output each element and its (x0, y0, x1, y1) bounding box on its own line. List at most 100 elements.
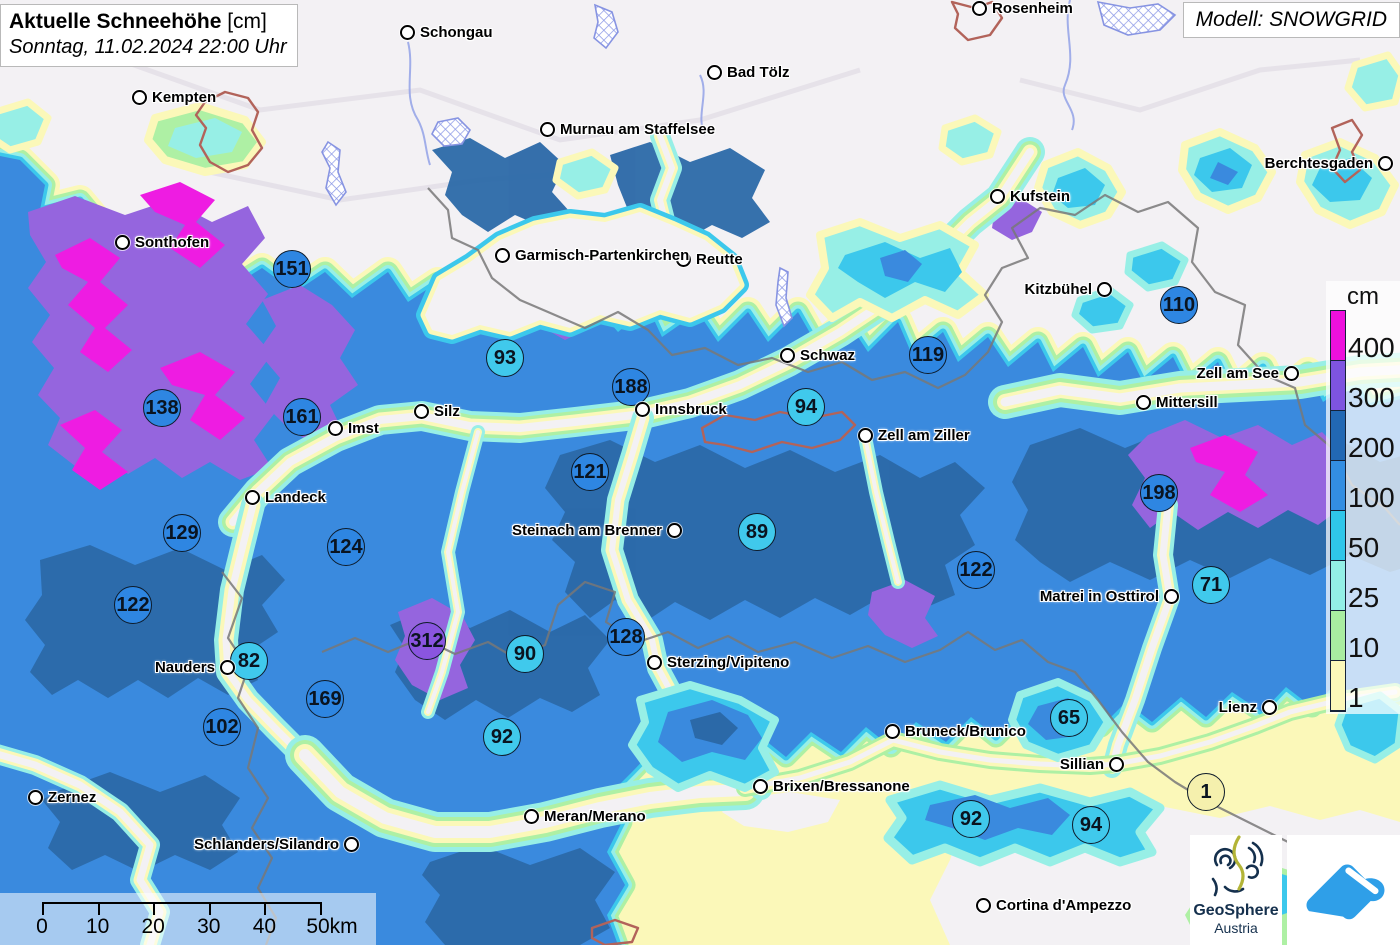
scalebar-tick (264, 902, 267, 915)
city-dot-icon (676, 252, 691, 267)
city-dot-icon (972, 1, 987, 16)
legend-color-swatch (1331, 511, 1345, 561)
city-marker: Kufstein (990, 188, 1070, 205)
station-snow-value: 124 (327, 528, 365, 566)
city-label: Berchtesgaden (1264, 155, 1373, 172)
station-snow-value: 151 (273, 250, 311, 288)
map-title: Aktuelle Schneehöhe [cm] (9, 9, 287, 35)
city-marker: Sterzing/Vipiteno (647, 654, 789, 671)
city-label: Landeck (265, 489, 326, 506)
city-dot-icon (495, 248, 510, 263)
legend-color-swatch (1331, 611, 1345, 661)
city-label: Sterzing/Vipiteno (667, 654, 790, 671)
snow-depth-legend: cm 400 300 200 100 50 25 10 1 (1326, 281, 1400, 714)
city-dot-icon (1262, 700, 1277, 715)
map-title-unit: [cm] (221, 10, 267, 33)
city-dot-icon (220, 660, 235, 675)
city-dot-icon (1136, 395, 1151, 410)
legend-color-swatch (1331, 411, 1345, 461)
city-marker: Nauders (155, 659, 235, 676)
city-dot-icon (1284, 366, 1299, 381)
geosphere-logo-subtext: Austria (1214, 920, 1258, 936)
legend-value-label: 1 (1348, 682, 1364, 713)
city-label: Zell am See (1196, 365, 1279, 382)
scale-bar-line (42, 902, 322, 904)
legend-color-swatch (1331, 561, 1345, 611)
city-label: Innsbruck (655, 401, 727, 418)
avalanche-service-logo (1287, 835, 1400, 945)
city-marker: Kempten (132, 89, 216, 106)
city-label: Sonthofen (135, 234, 210, 251)
station-snow-value: 110 (1160, 286, 1198, 324)
legend-color-swatch (1331, 661, 1345, 711)
city-label: Mittersill (1156, 394, 1218, 411)
city-dot-icon (885, 724, 900, 739)
station-snow-value: 169 (306, 680, 344, 718)
city-dot-icon (780, 348, 795, 363)
city-marker: Mittersill (1136, 394, 1218, 411)
station-snow-value: 128 (607, 618, 645, 656)
station-snow-value: 122 (114, 586, 152, 624)
city-marker: Berchtesgaden (1265, 155, 1393, 172)
station-snow-value: 92 (952, 800, 990, 838)
station-snow-value: 65 (1050, 699, 1088, 737)
station-snow-value: 188 (612, 368, 650, 406)
city-label: Reutte (696, 251, 743, 268)
city-dot-icon (990, 189, 1005, 204)
city-dot-icon (635, 402, 650, 417)
city-marker: Landeck (245, 489, 326, 506)
station-snow-value: 121 (571, 453, 609, 491)
city-marker: Silz (414, 403, 460, 420)
city-label: Silz (434, 403, 460, 420)
station-snow-value: 94 (1072, 806, 1110, 844)
scalebar-label: 20 (141, 915, 165, 938)
legend-value-label: 10 (1348, 632, 1380, 663)
city-marker: Schwaz (780, 347, 855, 364)
title-box: Aktuelle Schneehöhe [cm] Sonntag, 11.02.… (0, 4, 298, 68)
avalanche-mountain-icon (1305, 864, 1384, 920)
scalebar-tick (42, 902, 44, 915)
station-snow-value: 312 (408, 622, 446, 660)
city-marker: Brixen/Bressanone (753, 778, 910, 795)
city-marker: Lienz (1219, 699, 1277, 716)
city-dot-icon (540, 122, 555, 137)
city-dot-icon (976, 898, 991, 913)
station-snow-value: 94 (787, 388, 825, 426)
city-dot-icon (1164, 589, 1179, 604)
city-label: Garmisch-Partenkirchen (515, 247, 690, 264)
station-snow-value: 92 (483, 718, 521, 756)
geosphere-logo-text: GeoSphere (1193, 902, 1279, 919)
city-marker: Kitzbühel (1024, 281, 1112, 298)
city-marker: Bad Tölz (707, 64, 790, 81)
station-snow-value: 71 (1192, 566, 1230, 604)
city-marker: Reutte (676, 251, 743, 268)
city-dot-icon (400, 25, 415, 40)
city-label: Zernez (48, 789, 97, 806)
scalebar-label: 40 (252, 915, 277, 938)
city-marker: Zell am Ziller (858, 427, 970, 444)
city-label: Nauders (154, 659, 215, 676)
scalebar-label: 30 (197, 915, 221, 938)
scale-bar: 0 10 20 30 40 50km (0, 893, 376, 945)
city-dot-icon (245, 490, 260, 505)
station-snow-value: 82 (230, 642, 268, 680)
scalebar-label: 10 (85, 915, 110, 938)
city-dot-icon (524, 809, 539, 824)
scalebar-label: 0 (36, 915, 48, 938)
scalebar-tick (208, 902, 211, 915)
scalebar-tick (153, 902, 156, 915)
city-marker: Garmisch-Partenkirchen (495, 247, 689, 264)
city-label: Schwaz (800, 347, 856, 364)
scalebar-label: 50km (306, 915, 358, 938)
city-label: Schlanders/Silandro (193, 836, 339, 853)
city-label: Bad Tölz (727, 64, 790, 81)
legend-color-swatch (1331, 311, 1345, 361)
station-snow-value: 138 (143, 389, 181, 427)
map-subtitle-datetime: Sonntag, 11.02.2024 22:00 Uhr (9, 36, 287, 59)
city-marker: Sonthofen (115, 234, 209, 251)
legend-labels: 400 300 200 100 50 25 10 1 (1348, 310, 1400, 713)
city-dot-icon (1378, 156, 1393, 171)
city-dot-icon (344, 837, 359, 852)
city-label: Kitzbühel (1024, 281, 1093, 298)
